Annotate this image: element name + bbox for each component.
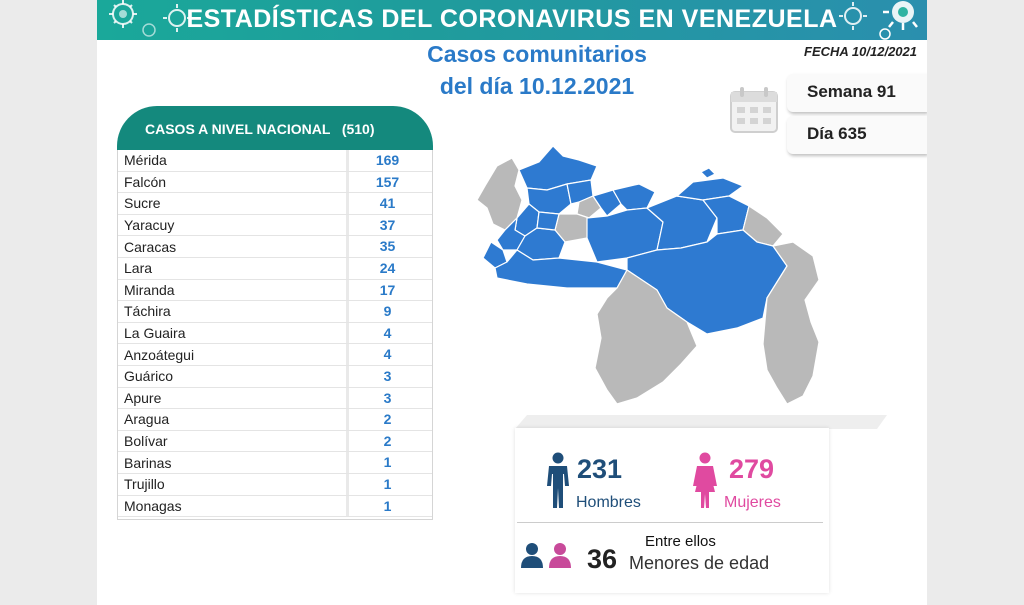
state-name: Miranda <box>124 281 175 298</box>
state-case-count: 4 <box>346 344 426 365</box>
state-case-count: 17 <box>346 279 426 301</box>
state-name: Sucre <box>124 195 161 212</box>
report-date: FECHA 10/12/2021 <box>804 44 917 59</box>
state-case-count: 3 <box>346 387 426 409</box>
table-row: Guárico 3 <box>118 365 432 388</box>
state-name: Apure <box>124 389 162 406</box>
table-row: Miranda 17 <box>118 279 432 302</box>
state-name: Lara <box>124 260 153 277</box>
state-case-count: 1 <box>346 452 426 473</box>
state-name: Trujillo <box>124 476 165 493</box>
virus-icon <box>839 2 867 30</box>
state-case-count: 9 <box>346 301 426 322</box>
table-row: Lara 24 <box>118 257 432 280</box>
state-case-count: 1 <box>346 495 426 517</box>
map-state-carabobo <box>576 195 602 219</box>
state-name: Yaracuy <box>124 217 175 234</box>
header-banner: ESTADÍSTICAS DEL CORONAVIRUS EN VENEZUEL… <box>97 0 927 40</box>
map-region-guayana-esequiba <box>762 241 820 405</box>
state-case-count: 1 <box>346 473 426 495</box>
state-name: Táchira <box>124 303 171 320</box>
map-state-aragua <box>592 189 622 217</box>
table-row: Caracas 35 <box>118 236 432 258</box>
map-state-amazonas <box>594 269 698 405</box>
state-name: La Guaira <box>124 325 186 342</box>
table-row: Yaracuy 37 <box>118 214 432 237</box>
state-case-count: 37 <box>346 214 426 236</box>
state-name: Bolívar <box>124 433 168 450</box>
map-state-portuguesa <box>536 211 560 231</box>
table-row: Sucre 41 <box>118 193 432 215</box>
virus-icon <box>109 0 156 37</box>
subtitle-line-2: del día 10.12.2021 <box>439 73 635 99</box>
map-state-nueva-esparta <box>700 167 716 179</box>
report-subtitle: Casos comunitarios del día 10.12.2021 <box>397 38 677 102</box>
state-case-count: 157 <box>346 171 426 193</box>
page-title: ESTADÍSTICAS DEL CORONAVIRUS EN VENEZUEL… <box>186 5 838 33</box>
table-header-label: CASOS A NIVEL NACIONAL <box>145 121 331 137</box>
calendar-icon <box>730 87 778 133</box>
woman-icon <box>693 452 717 508</box>
table-row: Táchira 9 <box>118 301 432 323</box>
virus-icon <box>163 4 191 32</box>
state-name: Aragua <box>124 411 170 428</box>
table-row: Aragua 2 <box>118 409 432 431</box>
state-name: Monagas <box>124 497 182 514</box>
table-row: Falcón 157 <box>118 171 432 194</box>
state-case-count: 41 <box>346 193 426 214</box>
state-name: Barinas <box>124 454 172 471</box>
venezuela-map <box>476 145 820 405</box>
state-case-count: 2 <box>346 409 426 430</box>
table-row: La Guaira 4 <box>118 322 432 345</box>
state-case-count: 35 <box>346 236 426 257</box>
virus-icon <box>879 1 918 40</box>
women-label: Mujeres <box>724 494 781 511</box>
day-badge: Día 635 <box>787 116 927 154</box>
table-row: Apure 3 <box>118 387 432 410</box>
minors-label: Menores de edad <box>629 553 770 573</box>
table-row: Mérida 169 <box>118 150 432 172</box>
table-row: Trujillo 1 <box>118 473 432 496</box>
state-name: Falcón <box>124 173 167 190</box>
state-case-count: 2 <box>346 430 426 452</box>
panel-top-edge <box>515 415 887 429</box>
state-name: Mérida <box>124 152 167 169</box>
state-case-count: 169 <box>346 150 426 171</box>
state-name: Caracas <box>124 238 177 255</box>
men-label: Hombres <box>576 494 641 511</box>
state-name: Guárico <box>124 368 174 385</box>
week-badge: Semana 91 <box>787 74 927 112</box>
panel-divider <box>517 522 823 523</box>
subtitle-line-1: Casos comunitarios <box>427 41 647 67</box>
table-row: Bolívar 2 <box>118 430 432 453</box>
infographic-sheet: ESTADÍSTICAS DEL CORONAVIRUS EN VENEZUEL… <box>97 0 927 605</box>
minors-count: 36 <box>587 544 618 574</box>
table-row: Monagas 1 <box>118 495 432 518</box>
state-case-count: 4 <box>346 322 426 344</box>
national-cases-table: CASOS A NIVEL NACIONAL (510) Mérida 169 Fa… <box>117 106 433 521</box>
men-count: 231 <box>577 454 623 484</box>
table-row: Barinas 1 <box>118 452 432 474</box>
man-icon <box>547 452 569 508</box>
map-state-sucre <box>676 177 744 201</box>
state-case-count: 24 <box>346 257 426 279</box>
family-icon <box>521 543 571 568</box>
table-row: Anzoátegui 4 <box>118 344 432 366</box>
map-state-apure <box>494 249 628 289</box>
women-count: 279 <box>729 454 775 484</box>
table-body: Mérida 169 Falcón 157 Sucre 41 Yaracuy 37 Caraca… <box>117 150 433 521</box>
table-header: CASOS A NIVEL NACIONAL (510) <box>117 106 433 150</box>
minors-intro: Entre ellos <box>645 533 716 550</box>
national-total: (510) <box>341 121 375 137</box>
state-name: Anzoátegui <box>124 346 195 363</box>
state-case-count: 3 <box>346 365 426 387</box>
